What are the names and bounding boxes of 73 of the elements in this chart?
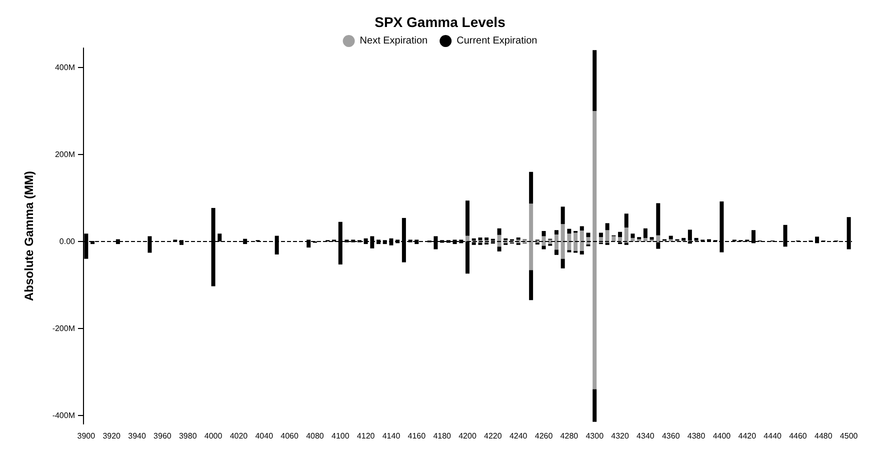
bar: [466, 236, 470, 242]
x-tick-label: 4120: [356, 432, 376, 440]
bar: [618, 237, 622, 242]
x-tick-label: 4480: [814, 432, 833, 440]
bar: [497, 228, 502, 235]
bar: [612, 236, 616, 242]
x-tick-label: 4020: [230, 432, 248, 440]
bar: [529, 172, 534, 204]
x-tick-label: 4320: [611, 432, 630, 440]
bar: [624, 214, 628, 228]
bar: [605, 223, 610, 230]
bar: [656, 203, 660, 236]
bar: [592, 50, 597, 112]
bar: [560, 258, 565, 268]
y-tick-label: 0.00: [59, 236, 76, 246]
x-tick-label: 4380: [687, 432, 706, 440]
x-tick-label: 4340: [636, 432, 655, 440]
bar: [618, 232, 622, 238]
x-tick-label: 4220: [484, 432, 502, 440]
x-tick-label: 4500: [840, 432, 858, 440]
bar: [586, 232, 590, 238]
x-tick-label: 3960: [154, 432, 172, 440]
x-tick-label: 4420: [738, 432, 757, 440]
bar: [643, 238, 648, 242]
bar: [630, 234, 635, 238]
chart-title: SPX Gamma Levels: [374, 14, 506, 30]
y-tick-label: 400M: [54, 63, 76, 72]
bar: [580, 250, 584, 254]
bar: [643, 228, 648, 238]
x-tick-label: 4240: [509, 432, 528, 440]
x-tick-label: 3920: [102, 432, 122, 440]
x-tick-label: 4140: [382, 432, 401, 440]
bar: [586, 237, 590, 242]
bar: [630, 238, 635, 242]
bar: [554, 230, 558, 234]
y-tick-label: -400M: [52, 410, 76, 420]
bar: [542, 246, 546, 250]
x-tick-label: 4400: [712, 432, 732, 440]
x-tick-label: 4100: [331, 432, 350, 440]
x-tick-label: 4160: [408, 432, 426, 440]
bar: [624, 228, 628, 242]
x-tick-label: 4300: [586, 432, 604, 440]
x-tick-label: 4260: [534, 432, 554, 440]
bar: [567, 228, 572, 234]
y-tick-label: 200M: [54, 150, 76, 159]
x-tick-label: 3940: [128, 432, 146, 440]
bar: [542, 231, 546, 236]
bar: [656, 235, 660, 242]
y-tick-label: -200M: [52, 324, 76, 333]
bar: [605, 230, 610, 242]
bar: [497, 246, 502, 252]
x-tick-label: 4460: [789, 432, 808, 440]
x-tick-label: 4180: [433, 432, 452, 440]
bar: [560, 206, 565, 224]
x-tick-label: 4440: [764, 432, 782, 440]
x-tick-label: 4060: [280, 432, 299, 440]
legend-label: Next Expiration: [360, 36, 428, 46]
bar: [592, 389, 597, 422]
x-tick-label: 4280: [560, 432, 579, 440]
bar: [466, 200, 470, 236]
y-axis-title: Absolute Gamma (MM): [22, 170, 36, 302]
bar: [580, 226, 584, 231]
bar: [529, 270, 534, 300]
legend-label: Current Expiration: [456, 36, 538, 46]
x-tick-label: 4000: [204, 432, 223, 440]
x-tick-label: 3900: [77, 432, 96, 440]
bar: [598, 232, 603, 238]
bar: [554, 250, 558, 255]
x-tick-label: 4040: [255, 432, 274, 440]
x-tick-label: 3980: [178, 432, 198, 440]
x-tick-label: 4360: [662, 432, 680, 440]
x-tick-label: 4200: [458, 432, 477, 440]
x-tick-label: 4080: [306, 432, 324, 440]
